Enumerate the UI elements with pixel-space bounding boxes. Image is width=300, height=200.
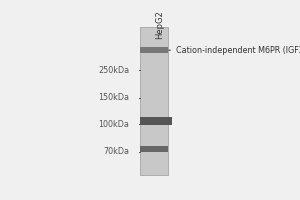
Text: 100kDa: 100kDa <box>98 120 129 129</box>
Text: Cation-independent M6PR (IGF2R): Cation-independent M6PR (IGF2R) <box>169 46 300 55</box>
Bar <box>140 27 168 175</box>
Text: 70kDa: 70kDa <box>103 147 129 156</box>
Text: 150kDa: 150kDa <box>98 93 129 102</box>
Bar <box>140 47 168 53</box>
Text: 250kDa: 250kDa <box>98 66 129 75</box>
Text: HepG2: HepG2 <box>155 10 164 39</box>
Bar <box>140 117 172 125</box>
Bar <box>140 146 168 152</box>
